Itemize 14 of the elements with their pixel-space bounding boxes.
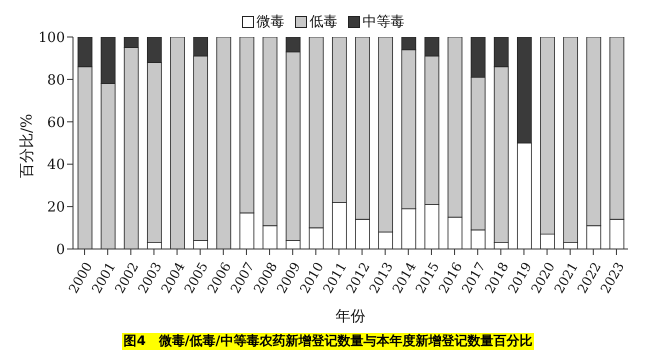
legend-label: 低毒 bbox=[310, 13, 338, 31]
y-tick-label: 60 bbox=[47, 114, 65, 131]
y-tick-label: 80 bbox=[47, 72, 65, 88]
y-axis-title: 百分比/% bbox=[17, 114, 36, 178]
legend-label: 中等毒 bbox=[362, 13, 404, 31]
y-tick-label: 100 bbox=[38, 30, 65, 46]
y-tick-label: 0 bbox=[56, 242, 65, 258]
bar bbox=[170, 37, 185, 249]
caption: 图4 微毒/低毒/中等毒农药新增登记数量与本年度新增登记数量百分比 bbox=[122, 333, 534, 350]
y-tick-label: 20 bbox=[47, 200, 65, 216]
legend-label: 微毒 bbox=[256, 13, 284, 31]
x-axis-title: 年份 bbox=[336, 307, 366, 325]
y-tick-label: 40 bbox=[47, 157, 65, 174]
bar bbox=[216, 37, 232, 249]
